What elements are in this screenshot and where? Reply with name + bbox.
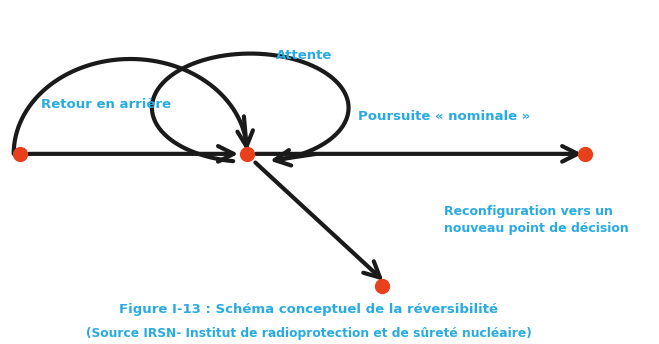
Point [14, 151, 25, 157]
Text: Figure I-13 : Schéma conceptuel de la réversibilité: Figure I-13 : Schéma conceptuel de la ré… [119, 303, 498, 316]
Text: Poursuite « nominale »: Poursuite « nominale » [358, 110, 530, 123]
Point [377, 283, 387, 289]
Text: Reconfiguration vers un
nouveau point de décision: Reconfiguration vers un nouveau point de… [444, 205, 629, 235]
Text: Retour en arrière: Retour en arrière [41, 98, 171, 111]
Point [580, 151, 590, 157]
Text: (Source IRSN- Institut de radioprotection et de sûreté nucléaire): (Source IRSN- Institut de radioprotectio… [86, 327, 532, 340]
Text: Attente: Attente [276, 49, 333, 62]
Point [242, 151, 252, 157]
